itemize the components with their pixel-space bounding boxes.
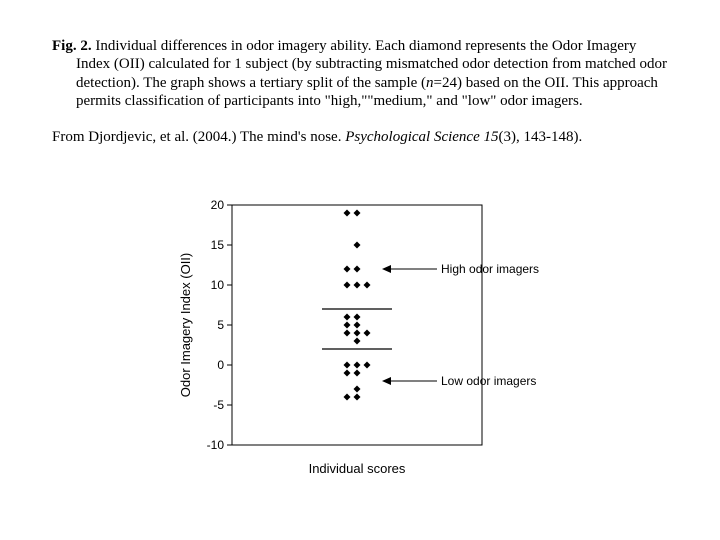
data-point-diamond xyxy=(354,282,361,289)
data-point-diamond xyxy=(354,314,361,321)
data-point-diamond xyxy=(354,242,361,249)
y-tick-label: 5 xyxy=(217,318,224,332)
y-tick-label: 10 xyxy=(211,278,225,292)
data-point-diamond xyxy=(344,330,351,337)
data-point-diamond xyxy=(344,282,351,289)
figure-caption-text: Fig. 2. Individual differences in odor i… xyxy=(52,37,672,110)
data-point-diamond xyxy=(354,266,361,273)
data-point-diamond xyxy=(354,338,361,345)
data-point-diamond xyxy=(344,394,351,401)
figure-caption-body: Individual differences in odor imagery a… xyxy=(76,38,667,109)
arrow-head-icon xyxy=(382,377,391,385)
figure-label: Fig. 2. xyxy=(52,38,92,54)
citation-journal: Psychological Science 15 xyxy=(345,129,498,145)
data-point-diamond xyxy=(354,210,361,217)
annotation-low: Low odor imagers xyxy=(441,374,536,388)
figure-caption: Fig. 2. Individual differences in odor i… xyxy=(52,22,672,125)
data-point-diamond xyxy=(364,362,371,369)
arrow-head-icon xyxy=(382,265,391,273)
citation-suffix: (3), 143-148). xyxy=(499,129,583,145)
chart: -10 -5 0 5 10 15 20 Odor Imagery Index (OII) Ind… xyxy=(170,195,550,495)
data-point-diamond xyxy=(344,266,351,273)
citation-prefix: From Djordjevic, et al. (2004.) The mind… xyxy=(52,129,345,145)
data-point-diamond xyxy=(354,370,361,377)
data-point-diamond xyxy=(354,330,361,337)
chart-svg: -10 -5 0 5 10 15 20 Odor Imagery Index (OII) Ind… xyxy=(170,195,550,495)
data-point-diamond xyxy=(344,210,351,217)
y-tick-label: -10 xyxy=(207,438,225,452)
data-point-diamond xyxy=(354,394,361,401)
y-axis-label: Odor Imagery Index (OII) xyxy=(178,253,193,398)
y-tick-label: 20 xyxy=(211,198,225,212)
data-point-diamond xyxy=(354,386,361,393)
y-tick-label: 15 xyxy=(211,238,225,252)
data-point-diamond xyxy=(364,282,371,289)
data-point-diamond xyxy=(364,330,371,337)
annotation-high: High odor imagers xyxy=(441,262,539,276)
y-tick-label: 0 xyxy=(217,358,224,372)
data-point-diamond xyxy=(344,370,351,377)
citation: From Djordjevic, et al. (2004.) The mind… xyxy=(52,128,672,147)
data-point-diamond xyxy=(344,362,351,369)
data-point-diamond xyxy=(344,322,351,329)
data-point-diamond xyxy=(344,314,351,321)
y-tick-label: -5 xyxy=(213,398,224,412)
x-axis-label: Individual scores xyxy=(309,461,406,476)
data-point-diamond xyxy=(354,362,361,369)
data-point-diamond xyxy=(354,322,361,329)
